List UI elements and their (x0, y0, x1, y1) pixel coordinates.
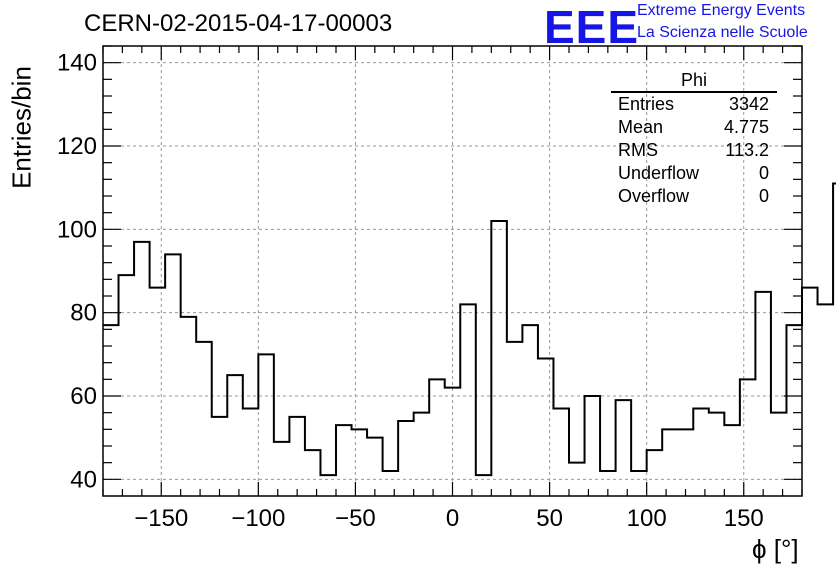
histogram-bin (818, 304, 834, 496)
x-tick-label: 50 (536, 505, 563, 532)
stats-label: Entries (618, 94, 675, 114)
histogram-bin (755, 292, 771, 496)
stats-value: 3342 (728, 94, 769, 114)
histogram-bin (802, 288, 818, 496)
histogram-bin (383, 471, 399, 496)
histogram-bin (320, 475, 336, 496)
histogram-bin (771, 413, 787, 496)
histogram-bin (585, 396, 601, 496)
stats-row-entries: Entries 3342 (611, 93, 777, 116)
stats-row-rms: RMS 113.2 (611, 139, 777, 162)
x-tick-label: −50 (335, 505, 376, 532)
y-tick-label: 120 (57, 133, 97, 160)
stats-value: 0 (758, 186, 769, 206)
histogram-bin (212, 417, 228, 496)
x-axis-label: ϕ [°] (752, 534, 799, 564)
x-tick-label: −150 (134, 505, 188, 532)
histogram-bin (336, 425, 352, 496)
histogram-bin (196, 342, 212, 496)
histogram-bin (429, 379, 445, 496)
histogram-bin (103, 325, 119, 496)
stats-label: Overflow (618, 186, 690, 206)
histogram-outline (103, 182, 836, 477)
logo-subtitle-1: Extreme Energy Events (637, 2, 806, 19)
histogram-bin (786, 325, 802, 496)
y-tick-label: 60 (70, 383, 97, 410)
stats-title: Phi (611, 69, 777, 93)
grid-lines (103, 46, 802, 496)
stats-row-mean: Mean 4.775 (611, 116, 777, 139)
stats-label: RMS (618, 140, 658, 160)
histogram-bin (740, 379, 756, 496)
run-title: CERN-02-2015-04-17-00003 (84, 10, 393, 37)
y-axis-label: Entries/bin (6, 66, 37, 189)
stats-box: Phi Entries 3342 Mean 4.775 RMS 113.2 Un… (611, 69, 777, 208)
x-tick-label: 0 (446, 505, 459, 532)
histogram-bin (693, 409, 709, 497)
histogram-bin (289, 417, 305, 496)
x-tick-label: 100 (627, 505, 667, 532)
stats-value: 0 (758, 163, 769, 183)
x-tick-label: −100 (231, 505, 285, 532)
stats-label: Mean (618, 117, 664, 137)
histogram-bin (398, 421, 414, 496)
histogram-bin (616, 400, 632, 496)
y-axis: 40 60 80 100 120 140 (57, 45, 802, 493)
histogram-bin (445, 388, 461, 496)
histogram-bin (414, 413, 430, 496)
histogram-bin (165, 254, 181, 496)
histogram-bin (631, 471, 647, 496)
x-tick-label: 150 (724, 505, 764, 532)
stats-label: Underflow (618, 163, 700, 183)
histogram-bin (460, 304, 476, 496)
histogram-bin (119, 275, 135, 496)
y-tick-label: 80 (70, 300, 97, 327)
histogram-bin (491, 221, 507, 496)
y-tick-label: 100 (57, 216, 97, 243)
histogram-bin (305, 450, 321, 496)
stats-row-underflow: Underflow 0 (611, 162, 777, 185)
histogram-bin (367, 438, 383, 496)
histogram-bin (134, 242, 150, 496)
histogram-series (103, 182, 836, 497)
histogram-bin (538, 359, 554, 497)
histogram-bin (647, 450, 663, 496)
y-tick-label: 140 (57, 50, 97, 77)
histogram-bin (352, 429, 368, 496)
histogram-bin (150, 288, 166, 496)
histogram-bin (507, 342, 523, 496)
histogram-bin (274, 442, 290, 496)
histogram-bin (227, 375, 243, 496)
histogram-bin (678, 429, 694, 496)
histogram-bin (709, 413, 725, 496)
stats-value: 113.2 (725, 140, 769, 160)
logo-subtitle-2: La Scienza nelle Scuole (637, 24, 808, 41)
histogram-bin (522, 325, 538, 496)
histogram-bin (662, 429, 678, 496)
histogram-bin (181, 317, 197, 496)
histogram-bin (258, 354, 274, 496)
stats-value: 4.775 (723, 117, 769, 137)
histogram-bin (724, 425, 740, 496)
histogram-bin (243, 409, 259, 497)
histogram-bin (553, 409, 569, 497)
y-tick-label: 40 (70, 466, 97, 493)
eee-logo: EEE (544, 1, 640, 53)
histogram-bin (476, 475, 492, 496)
x-axis: −150 −100 −50 0 50 100 150 (102, 46, 803, 532)
histogram-bin (569, 463, 585, 496)
stats-row-overflow: Overflow 0 (611, 185, 777, 208)
